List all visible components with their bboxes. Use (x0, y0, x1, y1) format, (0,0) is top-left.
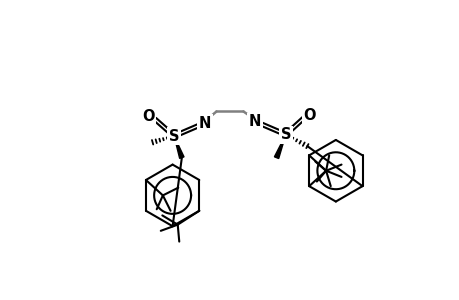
Text: O: O (303, 108, 315, 123)
Text: N: N (198, 116, 211, 130)
Text: N: N (248, 114, 261, 129)
Polygon shape (274, 135, 285, 158)
Text: S: S (168, 129, 179, 144)
Text: O: O (142, 109, 155, 124)
Polygon shape (174, 136, 184, 158)
Text: S: S (280, 127, 291, 142)
